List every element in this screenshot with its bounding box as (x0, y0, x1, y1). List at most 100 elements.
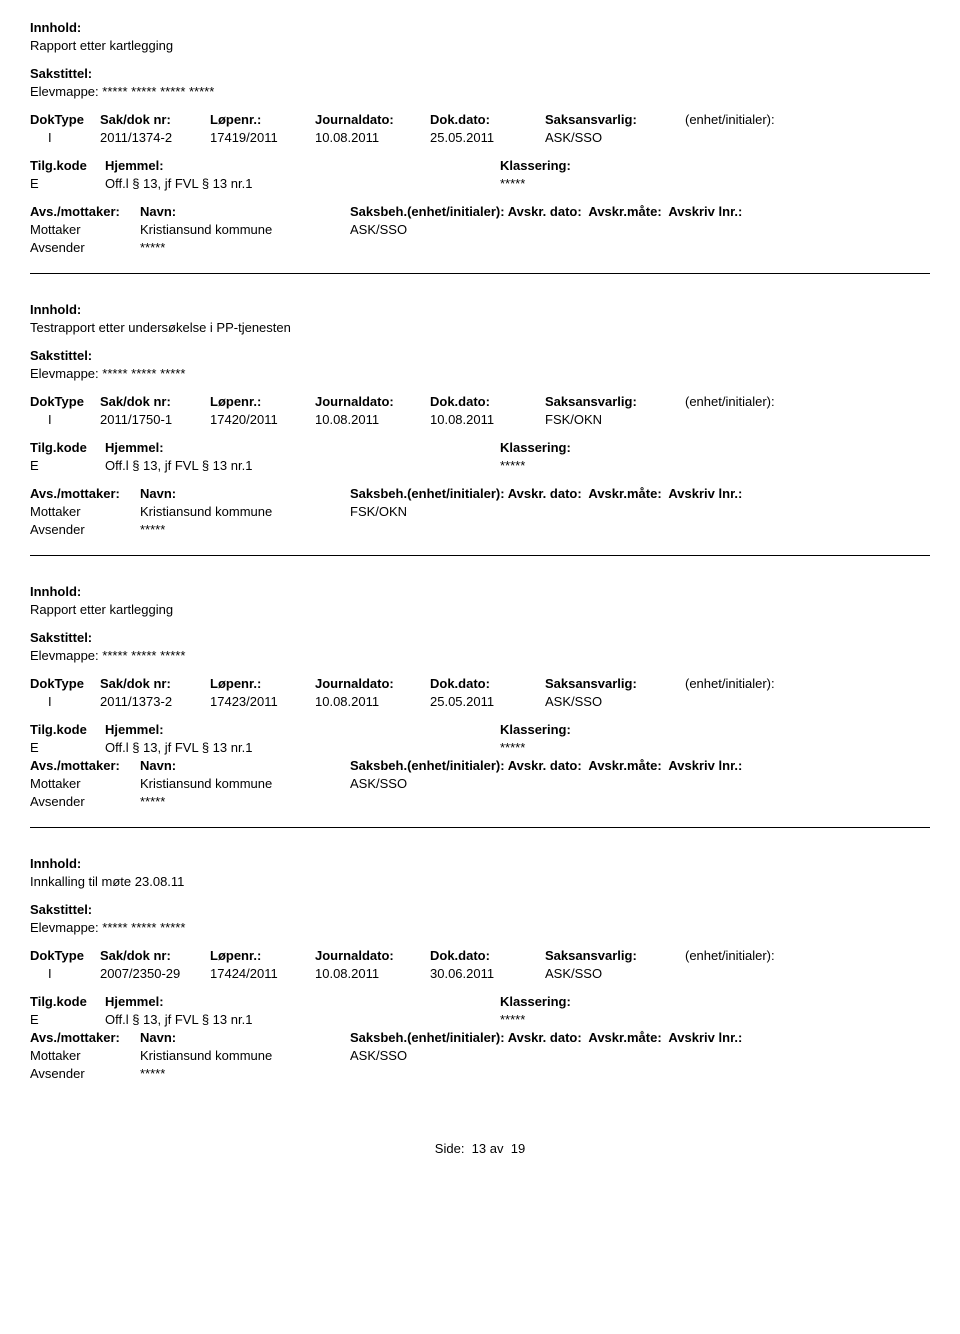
col-dokdato-label: Dok.dato: (430, 394, 545, 409)
journaldato-value: 10.08.2011 (315, 966, 430, 981)
data-row: I 2011/1374-2 17419/2011 10.08.2011 25.0… (30, 130, 930, 145)
saksbeh-label: Saksbeh.(enhet/initialer): (350, 204, 505, 219)
saksbeh-value: FSK/OKN (350, 504, 930, 519)
avsender-navn: ***** (140, 240, 350, 255)
saknr-value: 2007/2350-29 (100, 966, 210, 981)
tilgkode-value: E (30, 176, 105, 191)
lopenr-value: 17424/2011 (210, 966, 315, 981)
mottaker-label: Mottaker (30, 222, 140, 237)
avsender-navn: ***** (140, 794, 350, 809)
col-dokdato-label: Dok.dato: (430, 676, 545, 691)
hjemmel-value: Off.l § 13, jf FVL § 13 nr.1 (105, 1012, 500, 1027)
saksbeh-value: ASK/SSO (350, 776, 930, 791)
sakstittel-value: Elevmappe: ***** ***** ***** (30, 920, 930, 935)
record-divider (30, 555, 930, 556)
journaldato-value: 10.08.2011 (315, 694, 430, 709)
record-divider (30, 827, 930, 828)
saknr-value: 2011/1750-1 (100, 412, 210, 427)
tilg-data-row: E Off.l § 13, jf FVL § 13 nr.1 ***** (30, 458, 930, 473)
saksbeh-value: ASK/SSO (350, 1048, 930, 1063)
data-row: I 2007/2350-29 17424/2011 10.08.2011 30.… (30, 966, 930, 981)
sakstittel-label: Sakstittel: (30, 66, 930, 81)
mottaker-label: Mottaker (30, 776, 140, 791)
avskrmate-label: Avskr.måte: (588, 204, 661, 219)
innhold-label: Innhold: (30, 584, 930, 599)
tilg-header-row: Tilg.kode Hjemmel: Klassering: (30, 158, 930, 173)
col-enhet-label: (enhet/initialer): (685, 948, 930, 963)
col-journaldato-label: Journaldato: (315, 948, 430, 963)
klassering-label: Klassering: (500, 994, 930, 1009)
avskrivlnr-label: Avskriv lnr.: (668, 204, 742, 219)
avskrmate-label: Avskr.måte: (588, 1030, 661, 1045)
saksansvarlig-value: ASK/SSO (545, 130, 685, 145)
col-dokdato-label: Dok.dato: (430, 112, 545, 127)
saksansvarlig-value: FSK/OKN (545, 412, 685, 427)
avskrdato-label: Avskr. dato: (508, 758, 582, 773)
header-row: DokType Sak/dok nr: Løpenr.: Journaldato… (30, 948, 930, 963)
mottaker-row: Mottaker Kristiansund kommune ASK/SSO (30, 1048, 930, 1063)
hjemmel-value: Off.l § 13, jf FVL § 13 nr.1 (105, 176, 500, 191)
avs-header-row: Avs./mottaker: Navn: Saksbeh.(enhet/init… (30, 758, 930, 773)
hjemmel-label: Hjemmel: (105, 440, 500, 455)
col-doktype-label: DokType (30, 948, 100, 963)
mottaker-row: Mottaker Kristiansund kommune ASK/SSO (30, 222, 930, 237)
avskrivlnr-label: Avskriv lnr.: (668, 486, 742, 501)
avsender-label: Avsender (30, 794, 140, 809)
hjemmel-label: Hjemmel: (105, 158, 500, 173)
col-lopenr-label: Løpenr.: (210, 676, 315, 691)
dokdato-value: 25.05.2011 (430, 694, 545, 709)
journaldato-value: 10.08.2011 (315, 130, 430, 145)
tilg-data-row: E Off.l § 13, jf FVL § 13 nr.1 ***** (30, 740, 930, 755)
avsmottaker-label: Avs./mottaker: (30, 758, 140, 773)
record-divider (30, 273, 930, 274)
data-row: I 2011/1750-1 17420/2011 10.08.2011 10.0… (30, 412, 930, 427)
avskrivlnr-label: Avskriv lnr.: (668, 758, 742, 773)
innhold-label: Innhold: (30, 20, 930, 35)
mottaker-row: Mottaker Kristiansund kommune FSK/OKN (30, 504, 930, 519)
saksbeh-label: Saksbeh.(enhet/initialer): (350, 758, 505, 773)
sakstittel-value: Elevmappe: ***** ***** ***** ***** (30, 84, 930, 99)
journal-record: Innhold: Rapport etter kartlegging Sakst… (30, 584, 930, 809)
col-saksansvarlig-label: Saksansvarlig: (545, 948, 685, 963)
av-label: av (490, 1141, 504, 1156)
klassering-value: ***** (500, 176, 930, 191)
avsender-label: Avsender (30, 1066, 140, 1081)
avsender-row: Avsender ***** (30, 522, 930, 537)
sakstittel-label: Sakstittel: (30, 902, 930, 917)
lopenr-value: 17420/2011 (210, 412, 315, 427)
mottaker-label: Mottaker (30, 504, 140, 519)
saksbeh-label: Saksbeh.(enhet/initialer): (350, 486, 505, 501)
dokdato-value: 25.05.2011 (430, 130, 545, 145)
col-doktype-label: DokType (30, 676, 100, 691)
avs-header-row: Avs./mottaker: Navn: Saksbeh.(enhet/init… (30, 204, 930, 219)
col-doktype-label: DokType (30, 394, 100, 409)
klassering-label: Klassering: (500, 158, 930, 173)
journaldato-value: 10.08.2011 (315, 412, 430, 427)
hjemmel-value: Off.l § 13, jf FVL § 13 nr.1 (105, 740, 500, 755)
tilg-header-row: Tilg.kode Hjemmel: Klassering: (30, 994, 930, 1009)
mottaker-navn: Kristiansund kommune (140, 504, 350, 519)
avskrivlnr-label: Avskriv lnr.: (668, 1030, 742, 1045)
col-saksansvarlig-label: Saksansvarlig: (545, 394, 685, 409)
avsender-label: Avsender (30, 240, 140, 255)
sakstittel-label: Sakstittel: (30, 348, 930, 363)
mottaker-navn: Kristiansund kommune (140, 776, 350, 791)
avsender-navn: ***** (140, 1066, 350, 1081)
col-saksansvarlig-label: Saksansvarlig: (545, 112, 685, 127)
innhold-value: Innkalling til møte 23.08.11 (30, 874, 930, 889)
mottaker-navn: Kristiansund kommune (140, 222, 350, 237)
tilgkode-value: E (30, 458, 105, 473)
col-doktype-label: DokType (30, 112, 100, 127)
innhold-value: Testrapport etter undersøkelse i PP-tjen… (30, 320, 930, 335)
tilgkode-label: Tilg.kode (30, 158, 105, 173)
navn-label: Navn: (140, 204, 350, 219)
mottaker-navn: Kristiansund kommune (140, 1048, 350, 1063)
klassering-value: ***** (500, 740, 930, 755)
avskrmate-label: Avskr.måte: (588, 758, 661, 773)
col-saknr-label: Sak/dok nr: (100, 676, 210, 691)
header-row: DokType Sak/dok nr: Løpenr.: Journaldato… (30, 676, 930, 691)
avsmottaker-label: Avs./mottaker: (30, 486, 140, 501)
avsender-label: Avsender (30, 522, 140, 537)
col-saksansvarlig-label: Saksansvarlig: (545, 676, 685, 691)
tilg-header-row: Tilg.kode Hjemmel: Klassering: (30, 722, 930, 737)
